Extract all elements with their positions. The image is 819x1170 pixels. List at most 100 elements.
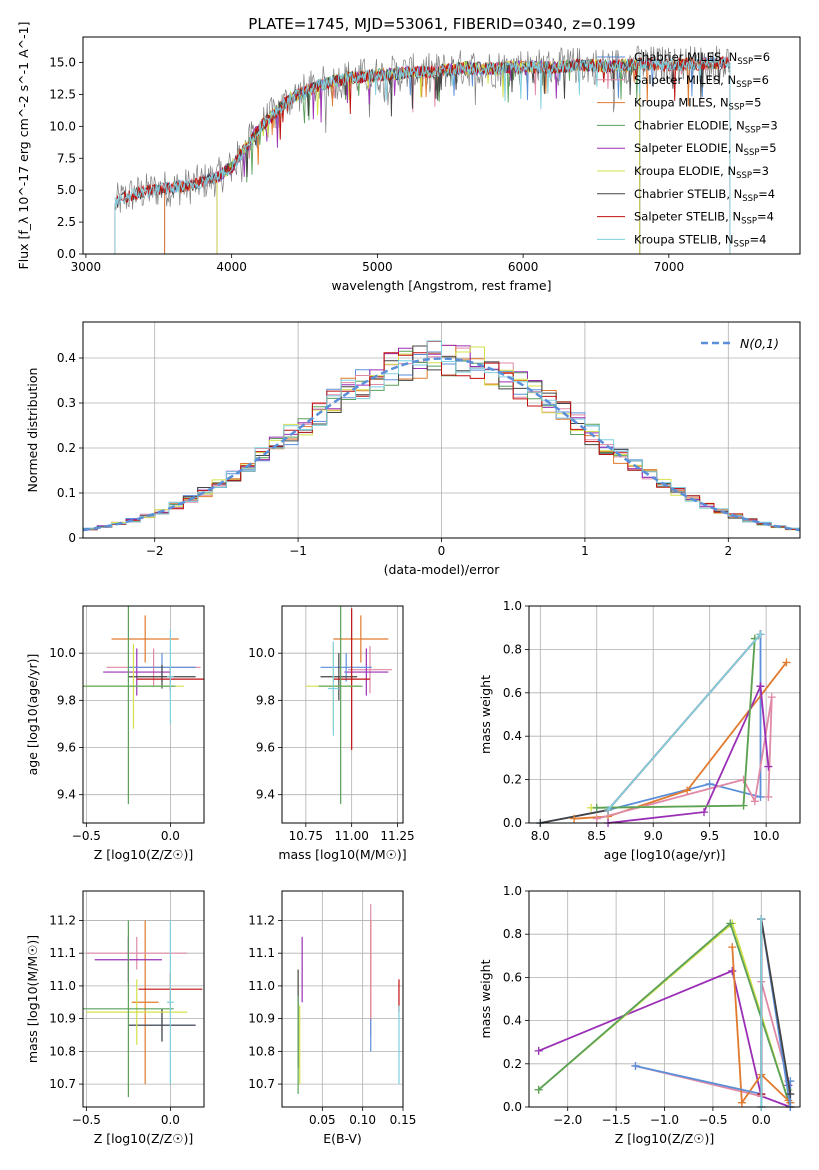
y-tick-label: 0.4 [503, 1014, 522, 1028]
x-tick-label: 0.05 [309, 1113, 336, 1127]
weight-marker [739, 775, 748, 784]
weight-marker [570, 814, 579, 823]
axes-spectrum: 3000 4000 5000 6000 7000 0.0 2.5 5.0 7.5 10.0 12.5… [16, 22, 801, 293]
y-tick-label: 0.6 [503, 686, 522, 700]
weight-marker [782, 658, 791, 667]
weight-marker [739, 801, 748, 810]
x-axis-label: wavelength [Angstrom, rest frame] [331, 278, 551, 293]
weight-marker [750, 797, 759, 806]
x-tick-label: 3000 [71, 260, 102, 274]
weight-marker [705, 779, 714, 788]
x-axis-label: E(B-V) [323, 1131, 362, 1146]
weight-line-8 [607, 633, 762, 811]
y-tick-label: 0.2 [503, 1057, 522, 1071]
y-tick-label: 11.1 [49, 946, 76, 960]
weight-marker [728, 966, 737, 975]
y-tick-label: 11.0 [49, 979, 76, 993]
x-tick-label: 0.10 [349, 1113, 376, 1127]
weight-marker [728, 943, 737, 952]
y-tick-label: 0.6 [503, 970, 522, 984]
y-tick-label: 9.4 [256, 788, 275, 802]
x-tick-label: 0.0 [161, 829, 180, 843]
spectrum-lines [114, 45, 731, 254]
errorbars [83, 606, 204, 805]
plot-frame [82, 890, 205, 1108]
y-tick-label: 11.1 [248, 946, 275, 960]
figure-title: PLATE=1745, MJD=53061, FIBERID=0340, z=0… [248, 15, 635, 33]
legend-label-7: Salpeter STELIB, NSSP=4 [634, 210, 774, 227]
x-tick-label: 0.0 [161, 1113, 180, 1127]
y-tick-label: 0.4 [503, 729, 522, 743]
axes-age_vs_Z: −0.5 0.0 9.4 9.6 9.8 10.0 Z [log10(Z/Z☉)] age [… [25, 605, 205, 862]
y-tick-label: 10.0 [49, 119, 76, 133]
x-tick-label: 9.0 [644, 829, 663, 843]
x-tick-label: 0.0 [752, 1113, 771, 1127]
x-tick-label: 6000 [508, 260, 539, 274]
x-tick-label: −0.5 [72, 1113, 101, 1127]
errorbars [297, 904, 400, 1094]
weight-marker [756, 630, 765, 639]
y-axis-label: mass [log10(M/M☉)] [25, 935, 40, 1063]
plot-frame [528, 605, 801, 824]
y-tick-label: 0 [68, 531, 76, 545]
weight-marker [700, 808, 709, 817]
x-axis-label: age [log10(age/yr)] [604, 847, 726, 862]
x-tick-label: 5000 [362, 260, 393, 274]
y-tick-label: 0.0 [57, 247, 76, 261]
x-tick-label: 0 [438, 544, 446, 558]
x-tick-label: 10.0 [753, 829, 780, 843]
y-tick-label: 9.8 [57, 693, 76, 707]
y-tick-label: 0.4 [57, 351, 76, 365]
x-tick-label: −1 [289, 544, 307, 558]
y-tick-label: 10.0 [248, 646, 275, 660]
legend-label-3: Chabrier ELODIE, NSSP=3 [634, 118, 778, 135]
x-tick-label: 11.00 [334, 829, 368, 843]
y-tick-label: 10.8 [248, 1044, 275, 1058]
legend-label-5: Kroupa ELODIE, NSSP=3 [634, 164, 769, 181]
x-tick-label: −2.0 [553, 1113, 582, 1127]
x-tick-label: −0.5 [72, 829, 101, 843]
errorbars [305, 606, 392, 805]
y-tick-label: 0.2 [57, 441, 76, 455]
weight-marker [767, 693, 776, 702]
axes-mass_vs_Z: −0.5 0.0 10.7 10.8 10.9 11.0 11.1 11.2 Z [log10(… [25, 890, 205, 1146]
weight-marker [786, 1090, 795, 1099]
x-axis-label: Z [log10(Z/Z☉)] [615, 1131, 715, 1146]
weight-marker [757, 915, 766, 924]
weight-marker [756, 682, 765, 691]
axes-residuals: −2 −1 0 1 2 0 0.1 0.2 0.3 0.4 (data-model)/error No… [25, 321, 801, 577]
y-tick-label: 11.2 [248, 913, 275, 927]
x-tick-label: 10.75 [289, 829, 323, 843]
y-axis-label: mass weight [478, 675, 493, 754]
x-tick-label: 11.25 [380, 829, 414, 843]
y-tick-label: 12.5 [49, 87, 76, 101]
histograms [83, 340, 800, 533]
x-tick-label: 2 [724, 544, 732, 558]
x-axis-label: Z [log10(Z/Z☉)] [94, 1131, 194, 1146]
legend-label-8: Kroupa STELIB, NSSP=4 [634, 232, 766, 249]
weight-marker [592, 803, 601, 812]
weight-marker [726, 919, 735, 928]
weight-marker [756, 792, 765, 801]
y-tick-label: 1.0 [503, 884, 522, 898]
y-axis-label: Normed distribution [25, 368, 40, 493]
y-tick-label: 15.0 [49, 56, 76, 70]
legend-label-2: Kroupa MILES, NSSP=5 [634, 96, 761, 113]
y-tick-label: 10.7 [248, 1077, 275, 1091]
y-tick-label: 9.6 [57, 741, 76, 755]
weight-marker [737, 1098, 746, 1107]
legend-label-1: Salpeter MILES, NSSP=6 [634, 73, 769, 90]
plot-frame [281, 890, 404, 1108]
y-tick-label: 10.8 [49, 1044, 76, 1058]
y-axis-label: Flux [f_λ 10^-17 erg cm^-2 s^-1 A^-1] [16, 22, 31, 270]
x-tick-label: 8.0 [531, 829, 550, 843]
errorbars [83, 920, 203, 1098]
axes-age_vs_mass: 10.75 11.00 11.25 9.4 9.6 9.8 10.0 mass [log10(… [248, 605, 415, 862]
y-tick-label: 10.0 [49, 646, 76, 660]
y-tick-label: 1.0 [503, 599, 522, 613]
gaussian-curve [83, 357, 800, 532]
y-tick-label: 5.0 [57, 183, 76, 197]
y-tick-label: 0.8 [503, 642, 522, 656]
plot-frame [82, 36, 801, 255]
